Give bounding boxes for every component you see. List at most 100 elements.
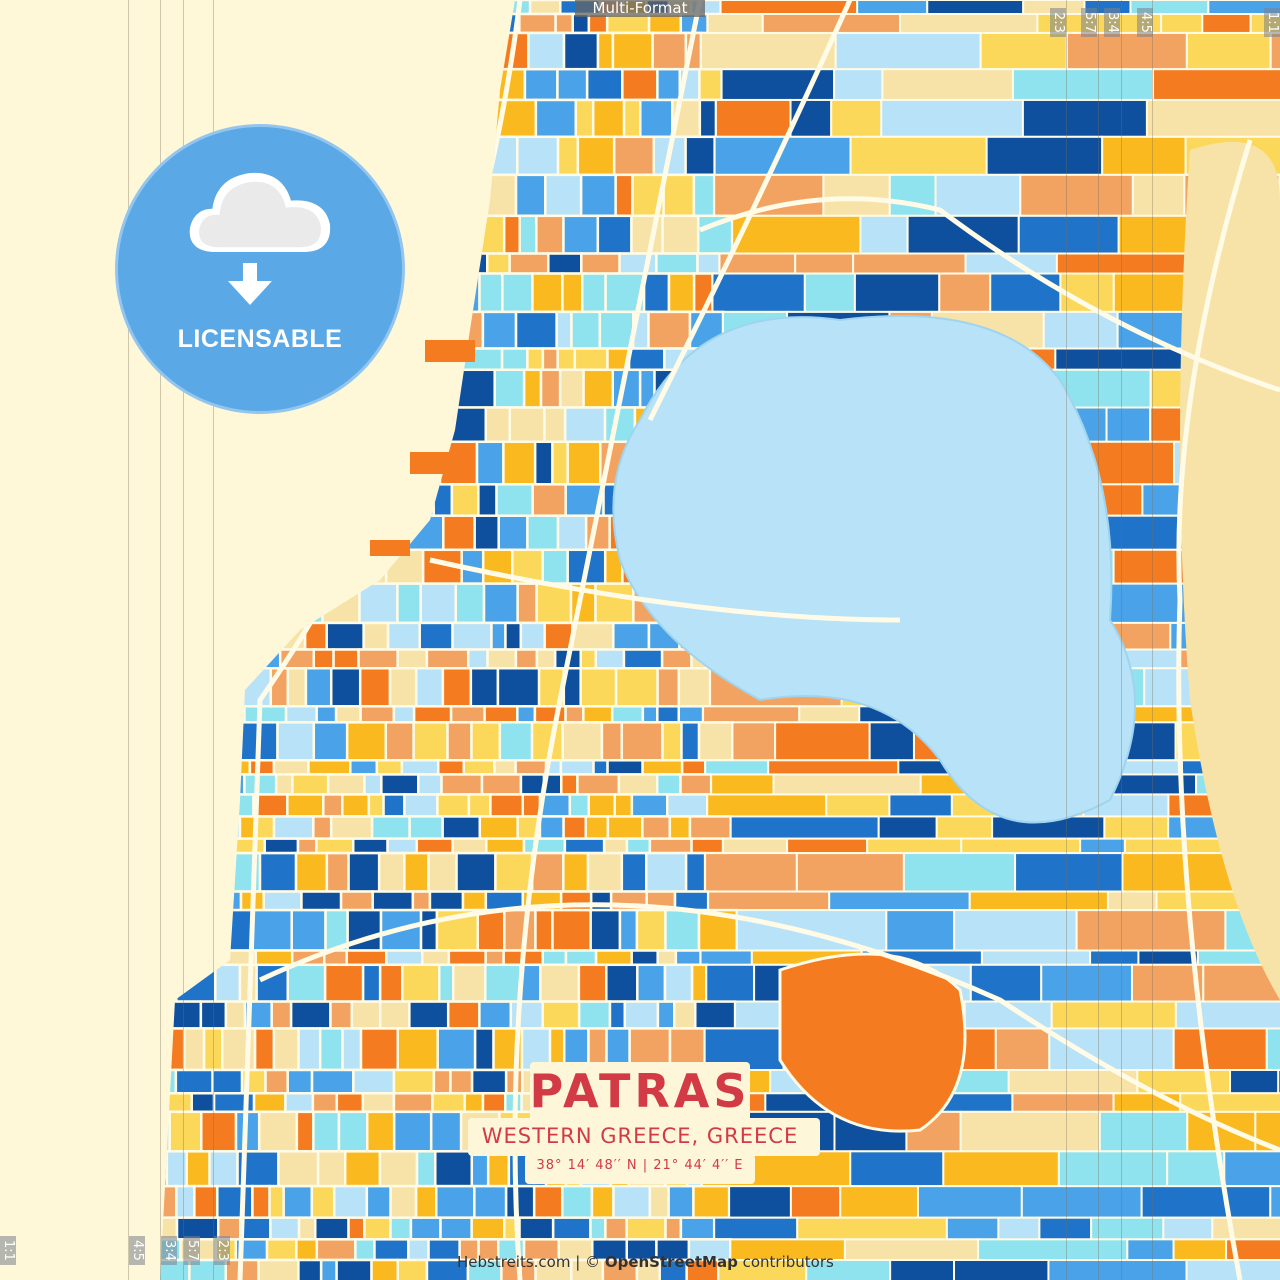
city-block xyxy=(1011,68,1155,101)
licensable-badge[interactable]: LICENSABLE xyxy=(115,124,405,414)
city-block xyxy=(352,1068,396,1095)
city-block xyxy=(485,837,526,855)
city-block xyxy=(1020,1185,1143,1219)
city-block xyxy=(663,963,694,1003)
city-block xyxy=(852,252,967,275)
city-block xyxy=(388,667,418,708)
city-block xyxy=(359,1027,400,1072)
city-block xyxy=(1055,252,1190,275)
attribution-osm[interactable]: OpenStreetMap xyxy=(604,1253,738,1271)
crop-line xyxy=(160,0,161,1280)
city-block xyxy=(362,621,390,651)
city-block xyxy=(263,837,300,855)
city-block xyxy=(315,837,355,855)
city-block xyxy=(533,440,554,486)
city-block xyxy=(556,347,577,372)
city-block xyxy=(968,890,1109,912)
city-block xyxy=(478,272,504,314)
city-block xyxy=(985,135,1104,176)
city-block xyxy=(556,67,589,102)
city-block xyxy=(341,1027,363,1072)
city-block xyxy=(286,963,327,1003)
city-block xyxy=(562,214,600,255)
city-block xyxy=(407,1238,430,1262)
city-block xyxy=(396,1258,429,1280)
city-block xyxy=(478,815,519,840)
city-block xyxy=(656,667,681,708)
city-block xyxy=(589,908,622,952)
city-block xyxy=(343,1150,382,1188)
city-block xyxy=(596,214,633,255)
city-block xyxy=(563,837,606,855)
city-block xyxy=(581,272,607,314)
city-block xyxy=(315,705,338,724)
city-block xyxy=(385,949,424,967)
city-block xyxy=(527,31,566,71)
city-block xyxy=(185,1150,211,1188)
city-block xyxy=(523,67,559,102)
city-block xyxy=(297,1027,322,1072)
attribution-site[interactable]: Hebstreits.com xyxy=(457,1253,571,1271)
city-block xyxy=(414,1184,438,1219)
city-block xyxy=(403,793,439,818)
city-block xyxy=(906,214,1020,255)
cloud-download-icon xyxy=(189,172,331,305)
city-block xyxy=(786,837,869,855)
city-block xyxy=(636,963,667,1003)
city-block xyxy=(451,621,493,651)
city-block xyxy=(310,1184,336,1219)
city-block xyxy=(605,963,639,1003)
city-block xyxy=(866,837,963,855)
city-block xyxy=(268,1184,285,1219)
city-block xyxy=(1057,1150,1169,1188)
city-block xyxy=(269,1216,301,1241)
city-block xyxy=(589,1216,607,1241)
city-block xyxy=(481,310,518,350)
crop-label-2-3: 2:3 xyxy=(214,1236,230,1265)
city-block xyxy=(980,949,1092,966)
city-block xyxy=(322,793,344,818)
city-block xyxy=(378,963,404,1003)
city-block xyxy=(1042,310,1119,350)
city-block xyxy=(332,1184,369,1219)
city-block xyxy=(697,721,734,762)
city-block xyxy=(639,98,674,139)
city-block xyxy=(690,963,708,1003)
city-block xyxy=(1174,1000,1280,1030)
city-block xyxy=(1265,1027,1280,1071)
city-block xyxy=(641,759,684,776)
city-block xyxy=(1047,1259,1188,1280)
city-block xyxy=(551,440,569,486)
city-block xyxy=(335,1258,373,1280)
city-block xyxy=(469,667,500,708)
city-block xyxy=(556,514,588,552)
city-block xyxy=(959,1110,1101,1153)
city-block xyxy=(538,815,565,840)
city-block xyxy=(606,815,644,840)
city-block xyxy=(877,815,938,840)
city-block xyxy=(979,31,1068,71)
city-block xyxy=(618,908,639,952)
city-block xyxy=(696,252,721,275)
city-block xyxy=(562,851,590,893)
city-block xyxy=(1048,1027,1175,1071)
city-block xyxy=(630,949,659,967)
city-block xyxy=(622,98,642,139)
city-block xyxy=(830,98,883,138)
city-block xyxy=(270,1000,293,1030)
city-block xyxy=(596,31,615,71)
crop-label-4-5: 4:5 xyxy=(1137,8,1153,37)
city-block xyxy=(587,793,616,818)
city-block xyxy=(514,310,558,350)
city-block xyxy=(728,1185,792,1219)
city-block xyxy=(664,908,701,952)
city-block xyxy=(411,890,432,912)
city-block xyxy=(414,667,445,708)
city-block xyxy=(1019,173,1134,217)
main-road xyxy=(699,196,1280,393)
city-block xyxy=(425,648,470,670)
city-block xyxy=(417,773,443,796)
city-block xyxy=(519,621,546,651)
city-block xyxy=(380,773,420,796)
city-block xyxy=(834,31,982,71)
